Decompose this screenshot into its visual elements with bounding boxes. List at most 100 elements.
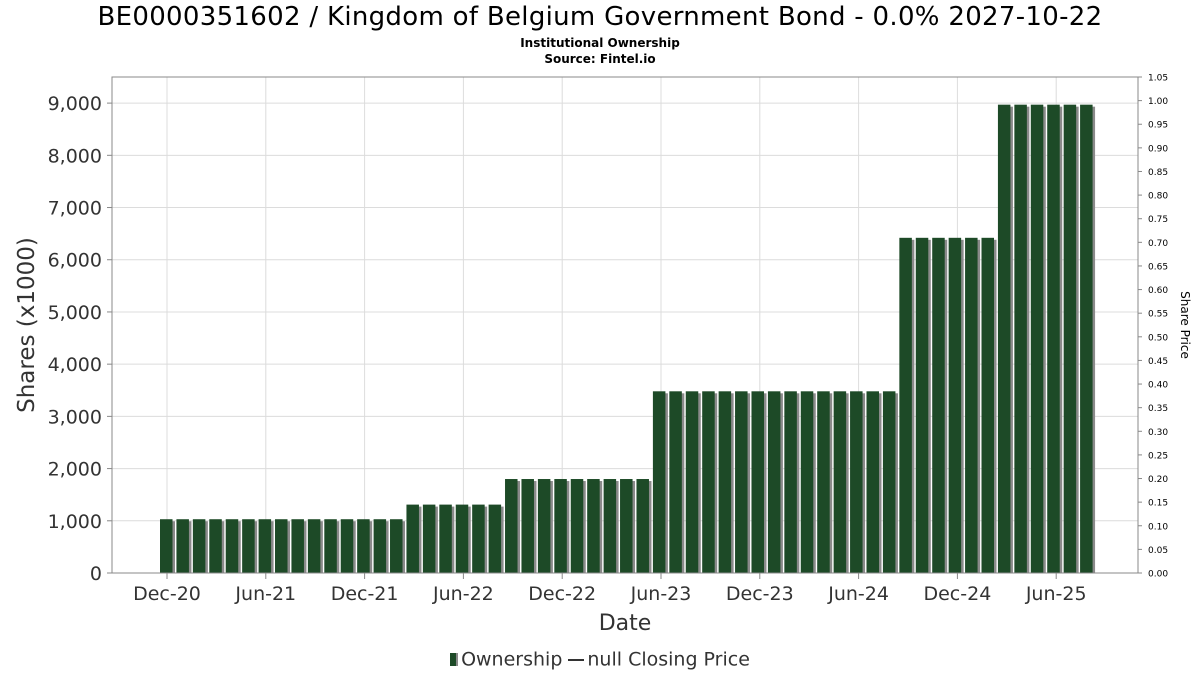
- y2-tick-label: 1.05: [1148, 74, 1168, 84]
- ownership-bar: [915, 237, 929, 574]
- x-axis-label: Date: [599, 611, 652, 636]
- y2-tick-label: 1.00: [1148, 97, 1168, 107]
- ownership-bar: [751, 391, 764, 573]
- ownership-bar: [537, 479, 551, 573]
- ownership-bar: [160, 519, 173, 573]
- chart-subtitle-source: Source: Fintel.io: [544, 52, 656, 66]
- y-axis: 0 1,000 2,000 3,000 4,000 5,000 6,000 7,000 8,00…: [48, 93, 112, 585]
- y2-axis: 0.00 0.05 0.10 0.15 0.20 0.25 0.30 0.35 0.40 0.45…: [1138, 74, 1168, 580]
- y2-axis-label: Share Price: [1178, 291, 1192, 359]
- ownership-bar: [488, 504, 502, 573]
- ownership-bar: [1063, 104, 1077, 574]
- ownership-bar: [817, 391, 830, 573]
- y2-tick-label: 0.30: [1148, 428, 1168, 438]
- ownership-bar: [735, 391, 748, 573]
- x-tick-label: Dec-20: [133, 583, 201, 605]
- ownership-bar: [997, 104, 1011, 574]
- ownership-bar: [373, 519, 387, 573]
- ownership-bar: [390, 519, 403, 573]
- y2-tick-label: 0.35: [1148, 404, 1168, 414]
- ownership-bar: [422, 504, 436, 573]
- legend-price-label: null Closing Price: [587, 648, 750, 671]
- y2-tick-label: 0.45: [1148, 357, 1168, 367]
- ownership-bar: [948, 237, 962, 574]
- ownership-bar: [620, 479, 633, 573]
- price-legend-line: [568, 658, 585, 661]
- y-tick-label: 9,000: [48, 93, 102, 115]
- y-tick-label: 8,000: [48, 145, 102, 167]
- ownership-bar: [1080, 104, 1093, 574]
- ownership-bar: [455, 504, 469, 573]
- y-tick-label: 2,000: [48, 459, 102, 481]
- ownership-bar: [340, 519, 354, 573]
- y2-tick-label: 0.85: [1148, 168, 1168, 178]
- y2-tick-label: 0.75: [1148, 215, 1168, 225]
- x-axis: Dec-20 Jun-21 Dec-21 Jun-22 Dec-22 Jun-23 Dec-…: [133, 573, 1087, 605]
- y2-tick-label: 0.80: [1148, 192, 1168, 202]
- ownership-bar: [833, 391, 847, 573]
- legend-ownership-label: Ownership: [461, 648, 563, 671]
- ownership-bar: [702, 391, 715, 573]
- x-tick-label: Dec-21: [331, 583, 399, 605]
- y2-tick-label: 0.15: [1148, 499, 1168, 509]
- y-tick-label: 5,000: [48, 302, 102, 324]
- ownership-bar: [505, 479, 518, 573]
- ownership-bar: [192, 519, 206, 573]
- ownership-bar: [965, 237, 978, 574]
- ownership-bar: [1047, 104, 1060, 574]
- ownership-bar: [472, 504, 485, 573]
- ownership-bar: [1030, 104, 1044, 574]
- y2-tick-label: 0.60: [1148, 286, 1168, 296]
- ownership-bar: [258, 519, 272, 573]
- ownership-bar: [981, 237, 994, 574]
- ownership-bar: [899, 237, 912, 574]
- y2-tick-label: 0.25: [1148, 451, 1168, 461]
- ownership-bar: [439, 504, 452, 573]
- ownership-bar: [603, 479, 617, 573]
- ownership-bar: [275, 519, 288, 573]
- ownership-bar: [570, 479, 584, 573]
- y-tick-label: 7,000: [48, 198, 102, 220]
- ownership-bar: [767, 391, 781, 573]
- ownership-bar: [882, 391, 896, 573]
- chart-title: BE0000351602 / Kingdom of Belgium Govern…: [97, 2, 1103, 32]
- ownership-bar: [406, 504, 419, 573]
- y2-tick-label: 0.10: [1148, 522, 1168, 532]
- ownership-bar: [225, 519, 239, 573]
- x-tick-label: Dec-22: [528, 583, 596, 605]
- x-tick-label: Jun-21: [234, 583, 296, 605]
- ownership-bar: [800, 391, 814, 573]
- y2-tick-label: 0.50: [1148, 333, 1168, 343]
- ownership-bar: [357, 519, 370, 573]
- ownership-bar: [718, 391, 732, 573]
- ownership-bar: [307, 519, 321, 573]
- y-tick-label: 4,000: [48, 354, 102, 376]
- y2-tick-label: 0.65: [1148, 262, 1168, 272]
- ownership-legend-swatch: [450, 653, 459, 666]
- ownership-bar: [209, 519, 222, 573]
- x-tick-label: Jun-24: [827, 583, 889, 605]
- ownership-bar: [669, 391, 682, 573]
- y2-tick-label: 0.40: [1148, 381, 1168, 391]
- ownership-bar: [587, 479, 600, 573]
- bars: [160, 104, 1096, 574]
- y2-tick-label: 0.70: [1148, 239, 1168, 249]
- chart-subtitle-ownership: Institutional Ownership: [520, 36, 680, 50]
- ownership-bar: [291, 519, 304, 573]
- y2-tick-label: 0.20: [1148, 475, 1168, 485]
- x-tick-label: Dec-24: [923, 583, 991, 605]
- x-tick-label: Jun-23: [630, 583, 692, 605]
- y-tick-label: 3,000: [48, 406, 102, 428]
- ownership-bar: [652, 391, 666, 573]
- ownership-bar: [850, 391, 863, 573]
- y2-tick-label: 0.55: [1148, 310, 1168, 320]
- ownership-bar: [242, 519, 255, 573]
- y2-tick-label: 0.00: [1148, 570, 1168, 580]
- x-tick-label: Dec-23: [726, 583, 794, 605]
- x-tick-label: Jun-25: [1025, 583, 1087, 605]
- ownership-bar: [521, 479, 534, 573]
- y2-tick-label: 0.05: [1148, 546, 1168, 556]
- ownership-bar: [932, 237, 945, 574]
- y2-tick-label: 0.95: [1148, 121, 1168, 131]
